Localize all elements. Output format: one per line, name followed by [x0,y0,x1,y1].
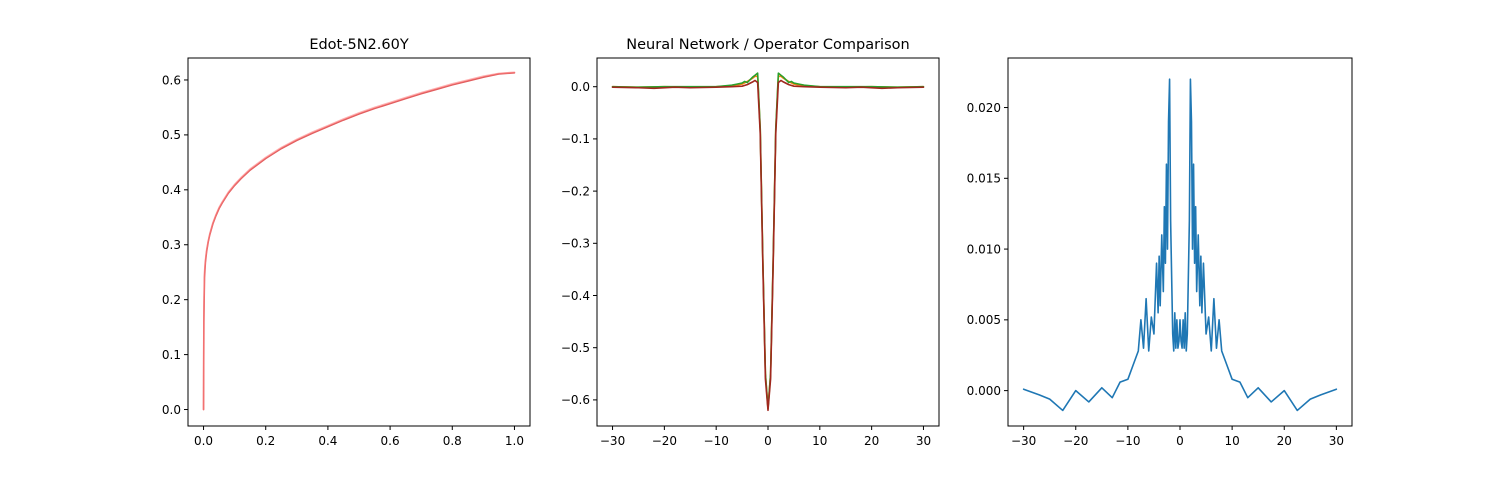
middle-y-tick-label: −0.4 [561,289,590,303]
left-y-tick-label: 0.4 [162,183,181,197]
middle-x-tick-label: 20 [864,434,879,448]
left-x-tick-label: 0.0 [194,434,213,448]
right-y-tick-label: 0.020 [967,101,1001,115]
left-y-tick-label: 0.1 [162,348,181,362]
left-x-tick-label: 0.2 [256,434,275,448]
left-axes-frame [187,57,531,427]
middle-x-tick-label: −30 [600,434,625,448]
middle-axes-frame [596,57,940,427]
right-axes-frame [1007,57,1353,427]
left-y-tick-label: 0.6 [162,73,181,87]
right-y-tick-label: 0.005 [967,313,1001,327]
right-x-tick-label: 0 [1176,434,1184,448]
right-x-tick-label: 30 [1329,434,1344,448]
left-chart-panel: 0.0 0.2 0.4 0.6 0.8 1.0 0.0 0.1 0.2 0.3 0.4 0.5 0.6 E… [162,37,531,448]
middle-y-tick-label: −0.5 [561,341,590,355]
left-chart-title: Edot-5N2.60Y [309,37,409,53]
left-y-tick-label: 0.5 [162,128,181,142]
right-x-tick-label: 10 [1224,434,1239,448]
middle-chart-title: Neural Network / Operator Comparison [626,37,909,53]
middle-chart-panel: −30 −20 −10 0 10 20 30 0.0 −0.1 −0.2 −0.3 −0.4 −0.5 −… [561,37,940,448]
right-x-tick-label: 20 [1277,434,1292,448]
right-x-tick-label: −20 [1063,434,1088,448]
middle-y-tick-label: −0.3 [561,237,590,251]
middle-y-tick-label: −0.1 [561,132,590,146]
left-x-tick-label: 0.8 [443,434,462,448]
right-chart-panel: −30 −20 −10 0 10 20 30 0.000 0.005 0.010 0.015 0.02… [967,57,1353,448]
left-series-line-1 [202,71,516,411]
left-y-tick-label: 0.2 [162,293,181,307]
left-y-tick-label: 0.3 [162,238,181,252]
middle-x-tick-label: 10 [812,434,827,448]
middle-x-tick-label: 30 [916,434,931,448]
middle-series-line-2 [611,79,925,412]
middle-y-tick-label: 0.0 [571,80,590,94]
left-y-tick-label: 0.0 [162,403,181,417]
left-series-line-0 [202,72,516,411]
right-series-line-0 [1022,78,1338,412]
right-x-tick-label: −10 [1115,434,1140,448]
middle-series-line-0 [611,75,925,409]
right-x-tick-label: −30 [1011,434,1036,448]
middle-x-tick-label: −20 [652,434,677,448]
middle-y-tick-label: −0.6 [561,393,590,407]
left-x-tick-label: 0.6 [381,434,400,448]
right-y-tick-label: 0.010 [967,242,1001,256]
left-x-tick-label: 1.0 [505,434,524,448]
middle-x-tick-label: 0 [764,434,772,448]
right-y-tick-label: 0.000 [967,384,1001,398]
middle-y-tick-label: −0.2 [561,184,590,198]
left-x-tick-label: 0.4 [318,434,337,448]
right-y-tick-label: 0.015 [967,172,1001,186]
middle-x-tick-label: −10 [704,434,729,448]
middle-series-line-1 [611,72,925,410]
